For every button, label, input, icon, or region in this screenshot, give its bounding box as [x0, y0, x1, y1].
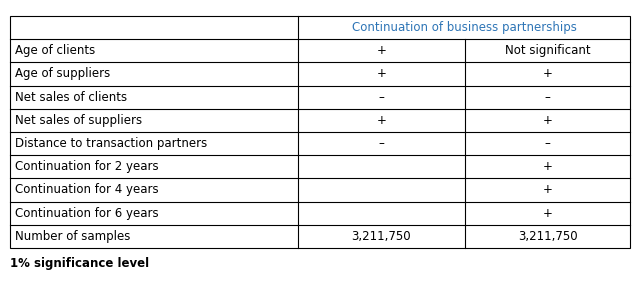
Text: Not significant: Not significant	[505, 44, 590, 57]
Text: Continuation for 2 years: Continuation for 2 years	[15, 160, 158, 173]
Text: Continuation for 6 years: Continuation for 6 years	[15, 207, 158, 220]
Text: –: –	[545, 137, 550, 150]
Text: Number of samples: Number of samples	[15, 230, 130, 243]
Text: Continuation of business partnerships: Continuation of business partnerships	[352, 21, 577, 34]
Bar	[10, 16, 630, 248]
Text: Distance to transaction partners: Distance to transaction partners	[15, 137, 207, 150]
Text: +: +	[376, 68, 387, 80]
Text: –: –	[378, 137, 385, 150]
Text: –: –	[378, 91, 385, 104]
Text: Net sales of suppliers: Net sales of suppliers	[15, 114, 142, 127]
Text: +: +	[376, 44, 387, 57]
Text: Continuation for 4 years: Continuation for 4 years	[15, 184, 158, 196]
Text: +: +	[543, 184, 552, 196]
Text: Age of clients: Age of clients	[15, 44, 95, 57]
Text: +: +	[543, 68, 552, 80]
Text: +: +	[376, 114, 387, 127]
Text: 3,211,750: 3,211,750	[351, 230, 412, 243]
Text: 3,211,750: 3,211,750	[518, 230, 577, 243]
Text: 1% significance level: 1% significance level	[10, 257, 148, 270]
Text: +: +	[543, 207, 552, 220]
Text: Age of suppliers: Age of suppliers	[15, 68, 110, 80]
Text: –: –	[545, 91, 550, 104]
Text: +: +	[543, 114, 552, 127]
Text: +: +	[543, 160, 552, 173]
Text: Net sales of clients: Net sales of clients	[15, 91, 127, 104]
